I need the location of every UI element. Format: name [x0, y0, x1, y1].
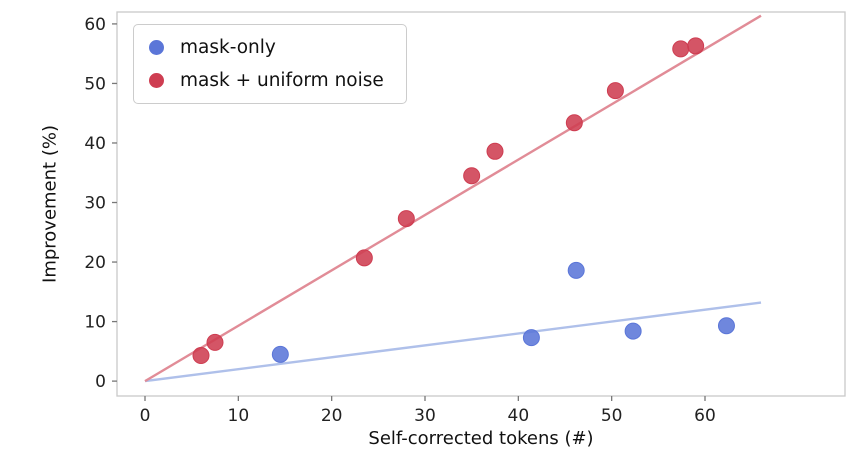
- x-tick-label: 20: [321, 406, 343, 426]
- x-tick-label: 0: [140, 406, 151, 426]
- y-tick-label: 20: [84, 253, 106, 273]
- y-axis-title: Improvement (%): [39, 125, 61, 283]
- y-tick-label: 30: [84, 194, 106, 214]
- data-point: [717, 317, 735, 335]
- legend-item-mask-only: mask-only: [149, 37, 384, 58]
- data-point: [522, 329, 540, 347]
- x-tick-label: 40: [508, 406, 530, 426]
- data-point: [567, 261, 585, 279]
- y-tick-label: 50: [84, 74, 106, 94]
- legend: mask-only mask + uniform noise: [133, 24, 407, 104]
- data-point: [397, 210, 415, 228]
- data-point: [486, 142, 504, 160]
- y-tick-label: 0: [95, 372, 106, 392]
- y-tick-label: 40: [84, 134, 106, 154]
- data-point: [565, 114, 583, 132]
- data-point: [463, 167, 481, 185]
- x-tick-label: 50: [601, 406, 623, 426]
- legend-marker-mask-only-icon: [149, 40, 164, 55]
- legend-label-mask-uniform-noise: mask + uniform noise: [180, 70, 384, 91]
- y-tick-label: 60: [84, 15, 106, 35]
- data-point: [672, 40, 690, 58]
- x-axis-title: Self-corrected tokens (#): [368, 428, 594, 449]
- data-point: [687, 37, 705, 55]
- plot-border: [116, 11, 846, 397]
- trend-line: [144, 14, 762, 383]
- y-tick-label: 10: [84, 313, 106, 333]
- legend-item-mask-uniform-noise: mask + uniform noise: [149, 70, 384, 91]
- data-point: [355, 249, 373, 267]
- x-tick-label: 60: [694, 406, 716, 426]
- x-tick-label: 10: [228, 406, 250, 426]
- legend-marker-mask-uniform-noise-icon: [149, 73, 164, 88]
- data-point: [206, 333, 224, 351]
- data-point: [606, 82, 624, 100]
- data-point: [192, 347, 210, 365]
- trend-line: [144, 301, 762, 383]
- data-point: [624, 322, 642, 340]
- legend-label-mask-only: mask-only: [180, 37, 276, 58]
- x-tick-label: 30: [414, 406, 436, 426]
- data-point: [271, 345, 289, 363]
